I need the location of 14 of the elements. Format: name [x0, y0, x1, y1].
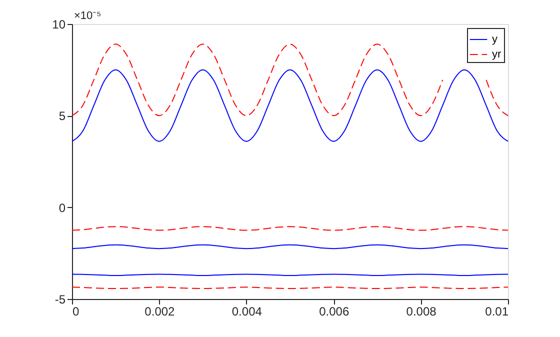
x-tick-label: 0.006: [319, 304, 350, 318]
y-tick-label: -5: [54, 292, 66, 306]
y-tick-label: 0: [58, 200, 66, 215]
x-tick-label: 0: [72, 304, 80, 318]
x-tick-label: 0.002: [144, 304, 176, 318]
text: ×10⁻⁵: [74, 10, 102, 22]
y-tick-label: 5: [58, 109, 66, 124]
legend-label: y: [492, 34, 498, 46]
y-tick-label: 10: [52, 18, 66, 32]
legend-label: yr: [492, 48, 502, 60]
x-tick-label: 0.004: [232, 304, 262, 318]
x-tick-label: 0.008: [406, 304, 437, 318]
x-tick-label: 0.01: [485, 304, 509, 318]
line-series: [72, 69, 508, 142]
